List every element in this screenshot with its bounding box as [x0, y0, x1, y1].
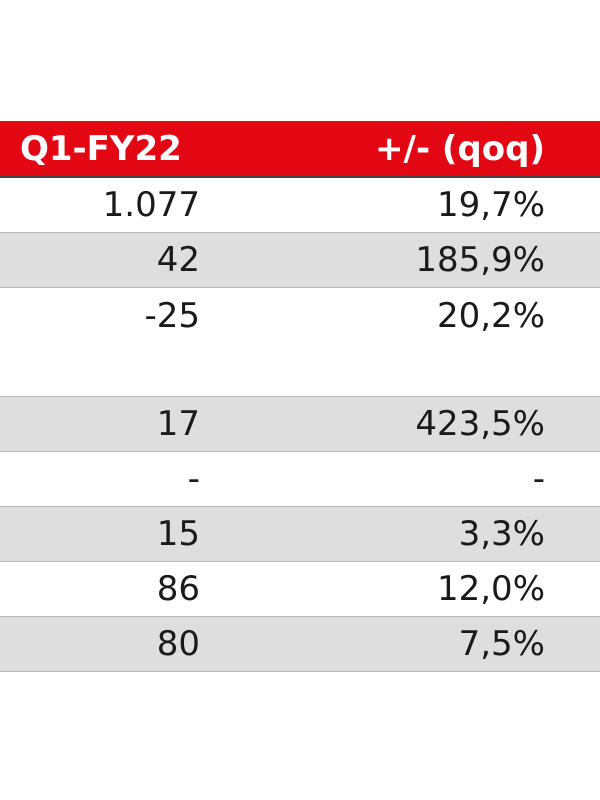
row-change: 7,5%: [458, 624, 545, 664]
table-row: 80 7,5%: [0, 617, 600, 672]
row-value: 17: [156, 404, 200, 444]
table-row: - -: [0, 452, 600, 507]
table-row: 15 3,3%: [0, 507, 600, 562]
row-value: -: [187, 459, 200, 499]
table-row: 1.077 19,7%: [0, 178, 600, 233]
row-change: 185,9%: [415, 240, 545, 280]
header-change: +/- (qoq): [375, 128, 545, 169]
financial-table: Q1-FY22 +/- (qoq) 1.077 19,7% 42 185,9% …: [0, 121, 600, 672]
table-row: -25 20,2%: [0, 288, 600, 397]
table-row: 86 12,0%: [0, 562, 600, 617]
row-change: 3,3%: [458, 514, 545, 554]
row-change: -: [532, 459, 545, 499]
header-period: Q1-FY22: [20, 128, 182, 169]
table-header: Q1-FY22 +/- (qoq): [0, 121, 600, 178]
row-change: 20,2%: [436, 295, 545, 336]
row-change: 19,7%: [436, 185, 545, 225]
table-row: 42 185,9%: [0, 233, 600, 288]
row-change: 12,0%: [436, 569, 545, 609]
row-value: 1.077: [102, 185, 200, 225]
row-value: 15: [156, 514, 200, 554]
row-value: 42: [156, 240, 200, 280]
table-row: 17 423,5%: [0, 397, 600, 452]
row-value: 80: [156, 624, 200, 664]
row-value: -25: [144, 295, 200, 336]
row-change: 423,5%: [415, 404, 545, 444]
row-value: 86: [156, 569, 200, 609]
